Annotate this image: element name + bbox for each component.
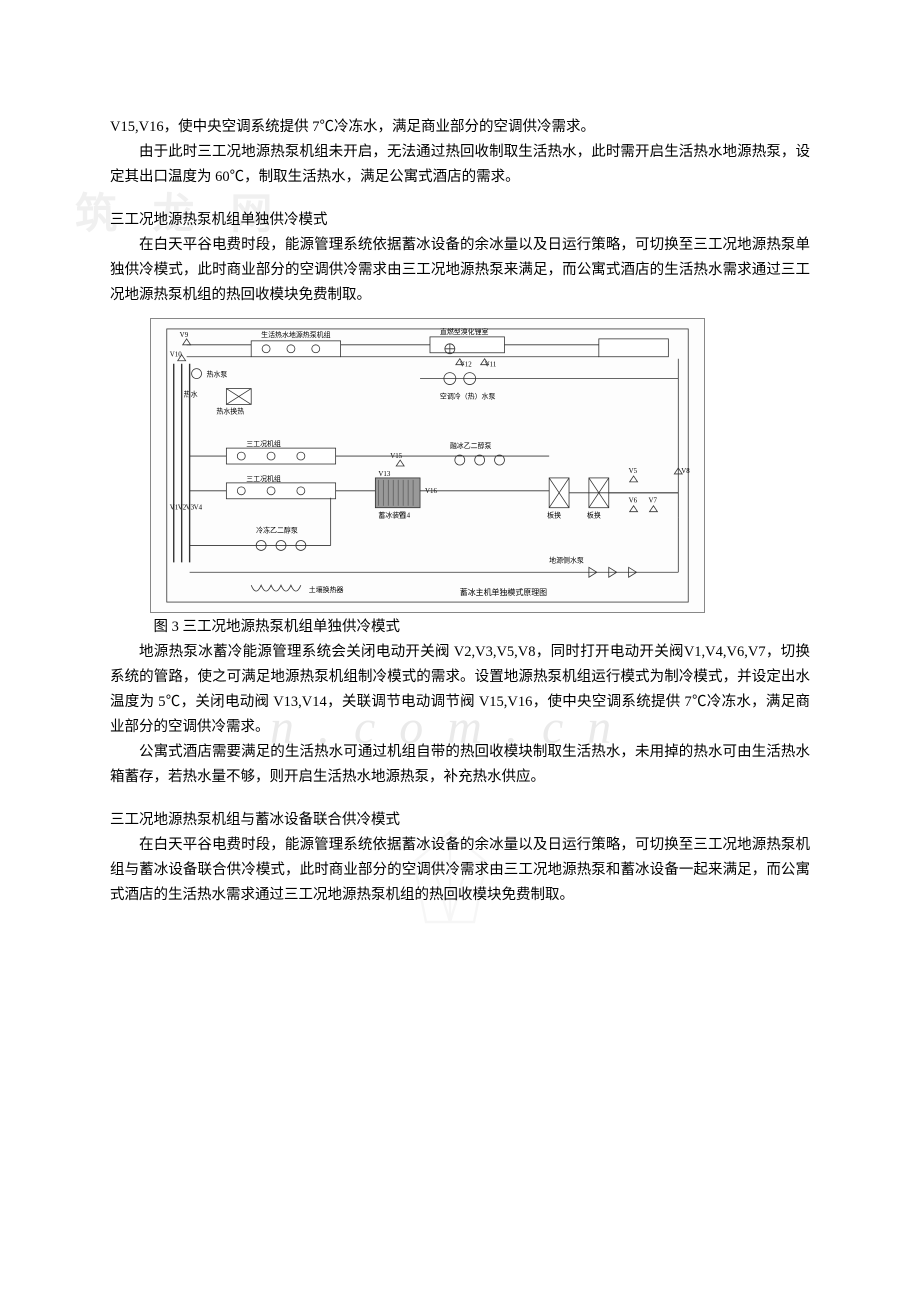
paragraph-2: 由于此时三工况地源热泵机组未开启，无法通过热回收制取生活热水，此时需开启生活热水… xyxy=(110,140,810,190)
label-v5: V5 xyxy=(629,467,638,475)
paragraph-5: 公寓式酒店需要满足的生活热水可通过机组自带的热回收模块制取生活热水，未用掉的热水… xyxy=(110,740,810,790)
label-cool-glycol: 冷冻乙二醇泵 xyxy=(256,526,298,535)
paragraph-3: 在白天平谷电费时段，能源管理系统依据蓄冰设备的余冰量以及日运行策略，可切换至三工… xyxy=(110,233,810,308)
label-phx1: 板换 xyxy=(547,511,561,520)
label-v4: V4 xyxy=(194,504,203,512)
label-v7: V7 xyxy=(648,497,657,505)
figure-caption-1: 图 3 三工况地源热泵机组单独供冷模式 xyxy=(110,615,810,640)
paragraph-1: V15,V16，使中央空调系统提供 7℃冷冻水，满足商业部分的空调供冷需求。 xyxy=(110,115,810,140)
label-hw-ex: 热水换热 xyxy=(216,406,244,415)
label-ground-pump: 地源侧水泵 xyxy=(549,555,584,564)
label-unit1: 三工况机组 xyxy=(246,439,281,448)
label-v6: V6 xyxy=(629,497,638,505)
label-v13: V13 xyxy=(378,470,390,478)
label-ac-pump: 空调冷（热）水泵 xyxy=(440,391,496,400)
label-unit2: 三工况机组 xyxy=(246,474,281,483)
document-content: V15,V16，使中央空调系统提供 7℃冷冻水，满足商业部分的空调供冷需求。 由… xyxy=(110,115,810,908)
label-heat-glycol: 融冰乙二醇泵 xyxy=(450,441,492,450)
label-phx2: 板换 xyxy=(587,511,601,520)
label-v14: V14 xyxy=(398,512,410,520)
label-pump-room: 直燃型溴化锂室 xyxy=(440,327,489,336)
label-v8: V8 xyxy=(681,467,690,475)
section-title-2: 三工况地源热泵机组与蓄冰设备联合供冷模式 xyxy=(110,808,810,833)
label-v10: V10 xyxy=(170,351,182,359)
diagram-title: 蓄冰主机单独模式原理图 xyxy=(460,587,547,597)
system-diagram: 生活热水地源热泵机组 V9 V10 直燃型溴化锂室 室内空调 V12 V11 xyxy=(150,318,705,613)
label-hw-pump: 热水泵 xyxy=(207,370,228,379)
paragraph-6: 在白天平谷电费时段，能源管理系统依据蓄冰设备的余冰量以及日运行策略，可切换至三工… xyxy=(110,833,810,908)
paragraph-4: 地源热泵冰蓄冷能源管理系统会关闭电动开关阀 V2,V3,V5,V8，同时打开电动… xyxy=(110,640,810,740)
section-title-1: 三工况地源热泵机组单独供冷模式 xyxy=(110,208,810,233)
label-top-unit: 生活热水地源热泵机组 xyxy=(261,330,330,339)
label-ground-hx: 土壤换热器 xyxy=(309,585,344,594)
label-hot-water: 热水 xyxy=(184,389,198,398)
label-v9: V9 xyxy=(180,331,189,339)
